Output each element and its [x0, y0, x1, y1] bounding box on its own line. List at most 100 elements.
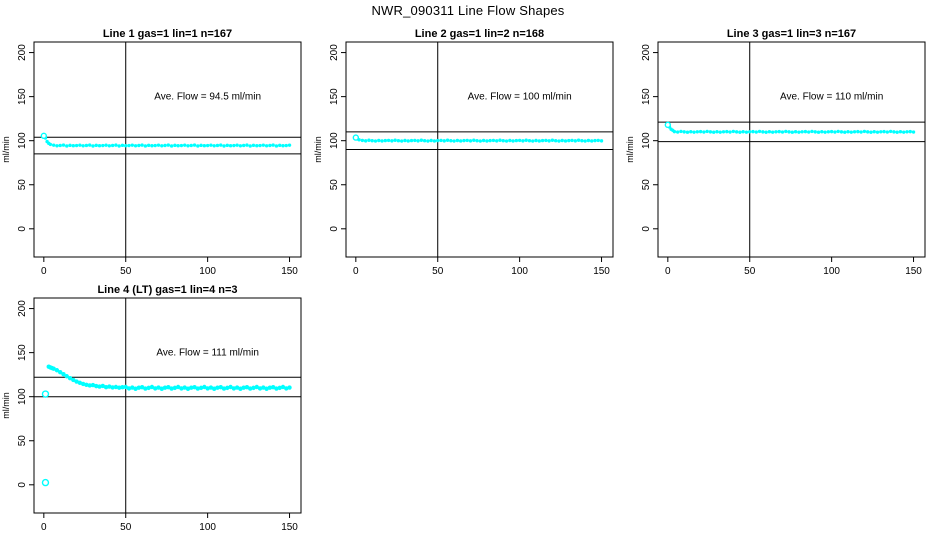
data-point: [843, 130, 847, 134]
data-point: [738, 130, 742, 134]
data-point: [846, 130, 850, 134]
data-point: [84, 143, 89, 148]
data-point: [58, 369, 63, 375]
data-point: [524, 138, 528, 142]
data-point: [675, 130, 680, 134]
data-point: [267, 385, 273, 390]
data-point: [432, 139, 437, 143]
data-point: [221, 386, 227, 391]
data-point: [465, 138, 469, 143]
data-point: [708, 130, 713, 134]
data-point: [219, 143, 223, 147]
data-point: [468, 139, 473, 143]
y-tick-label: 200: [641, 44, 652, 61]
data-point: [442, 139, 446, 143]
data-point: [757, 129, 762, 134]
data-point: [911, 130, 916, 134]
data-point: [593, 138, 597, 143]
data-point: [540, 138, 545, 143]
data-point: [124, 144, 128, 148]
data-point: [261, 143, 266, 147]
data-point: [826, 130, 831, 134]
data-point: [751, 129, 755, 134]
data-point: [413, 138, 417, 143]
data-point: [485, 139, 489, 143]
data-point: [94, 143, 98, 148]
data-point: [422, 138, 427, 143]
data-point: [173, 143, 177, 148]
data-point: [377, 138, 381, 143]
data-point: [205, 143, 210, 148]
plot-area: 0 50 100 150 0 50 100 150 200 ml/min Line 2 gas=1 …: [313, 28, 614, 277]
data-point: [192, 143, 197, 147]
data-point: [803, 129, 808, 134]
x-tick-label: 150: [593, 266, 610, 277]
data-point: [882, 129, 886, 134]
subplot-title: Line 2 gas=1 lin=2 n=168: [415, 28, 544, 40]
data-point: [196, 144, 200, 148]
data-point: [695, 130, 700, 134]
data-point: [885, 130, 890, 134]
data-point: [849, 130, 853, 134]
data-point: [78, 143, 82, 147]
plot-box: [657, 41, 926, 258]
data-point: [583, 139, 587, 143]
data-point: [449, 138, 453, 143]
data-point: [116, 385, 122, 390]
data-point: [439, 138, 443, 143]
y-tick-label: 150: [329, 88, 340, 105]
y-tick-label: 50: [641, 179, 652, 191]
data-point: [501, 138, 505, 143]
data-point: [774, 130, 778, 134]
data-point: [153, 143, 157, 148]
x-tick-label: 100: [511, 266, 528, 277]
data-point: [478, 139, 483, 143]
data-point-open: [664, 121, 672, 129]
subplot-title: Line 1 gas=1 lin=1 n=167: [103, 28, 232, 40]
data-point: [902, 130, 906, 134]
data-point: [576, 138, 581, 142]
data-point: [599, 139, 604, 143]
data-point: [274, 144, 279, 148]
y-tick-label: 200: [329, 44, 340, 61]
y-tick-label: 150: [641, 88, 652, 105]
data-point: [550, 138, 555, 142]
y-tick-label: 100: [17, 132, 28, 149]
data-point: [892, 130, 896, 134]
data-point: [481, 138, 486, 143]
data-point: [248, 144, 252, 148]
data-point: [189, 143, 193, 148]
data-point: [504, 139, 509, 143]
page-title: NWR_090311 Line Flow Shapes: [371, 3, 565, 18]
avg-flow-annotation: Ave. Flow = 100 ml/min: [468, 92, 572, 103]
data-point: [143, 386, 148, 391]
data-point: [790, 130, 795, 134]
data-point: [452, 139, 456, 143]
x-tick-label: 150: [281, 522, 298, 533]
data-point: [380, 139, 384, 143]
y-tick-label: 200: [17, 300, 28, 317]
data-point: [521, 139, 525, 143]
data-point: [702, 130, 706, 134]
data-point: [258, 143, 262, 148]
data-point: [829, 129, 834, 134]
data-point: [120, 384, 125, 390]
data-point: [560, 138, 564, 143]
data-point: [570, 138, 574, 143]
data-point: [107, 144, 112, 148]
subplot-line-2: 0 50 100 150 0 50 100 150 200 ml/min Line 2 gas=1 …: [312, 28, 624, 284]
data-point: [810, 129, 814, 134]
y-axis-label: ml/min: [1, 136, 11, 163]
data-point: [61, 143, 66, 147]
data-point: [553, 138, 558, 143]
data-point: [182, 143, 187, 147]
data-point: [235, 143, 239, 147]
data-point: [160, 144, 164, 148]
data-point: [888, 129, 893, 134]
data-point: [511, 139, 515, 143]
data-point: [393, 138, 397, 142]
data-point: [222, 144, 226, 148]
data-point: [596, 138, 600, 143]
data-point: [383, 138, 388, 143]
data-point: [195, 386, 201, 391]
